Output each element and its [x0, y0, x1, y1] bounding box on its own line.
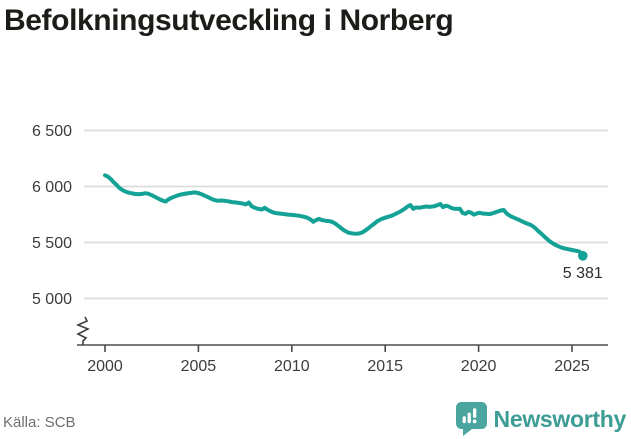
x-axis-ticks [104, 345, 573, 352]
x-axis-labels: 2000 2005 2010 2015 2020 2025 [87, 358, 590, 375]
x-axis-label: 2020 [461, 358, 497, 375]
newsworthy-wordmark: Newsworthy [493, 405, 627, 432]
newsworthy-icon [455, 402, 487, 436]
axis-break-icon [75, 316, 90, 345]
population-line [103, 173, 585, 258]
y-axis-label: 6 500 [32, 123, 72, 140]
y-axis-label: 5 000 [32, 291, 72, 308]
y-axis-label: 5 500 [32, 235, 72, 252]
y-axis-labels: 6 500 6 000 5 500 5 000 [32, 123, 72, 308]
x-axis-label: 2000 [87, 358, 123, 375]
chart-title: Befolkningsutveckling i Norberg [4, 4, 454, 37]
x-axis-label: 2015 [367, 358, 403, 375]
y-axis-label: 6 000 [32, 179, 72, 196]
gridlines [84, 129, 608, 300]
source-label: Källa: SCB [3, 414, 76, 431]
last-point-dot [578, 251, 588, 261]
x-axis-label: 2010 [274, 358, 310, 375]
newsworthy-logo-link[interactable]: Newsworthy [455, 402, 627, 436]
x-axis-label: 2005 [181, 358, 217, 375]
bar-2 [467, 412, 471, 424]
exclamation-dot [472, 419, 477, 424]
exclamation-stem [472, 408, 476, 418]
last-value-label: 5 381 [563, 265, 603, 282]
x-axis-label: 2025 [554, 358, 590, 375]
bar-1 [462, 416, 466, 424]
